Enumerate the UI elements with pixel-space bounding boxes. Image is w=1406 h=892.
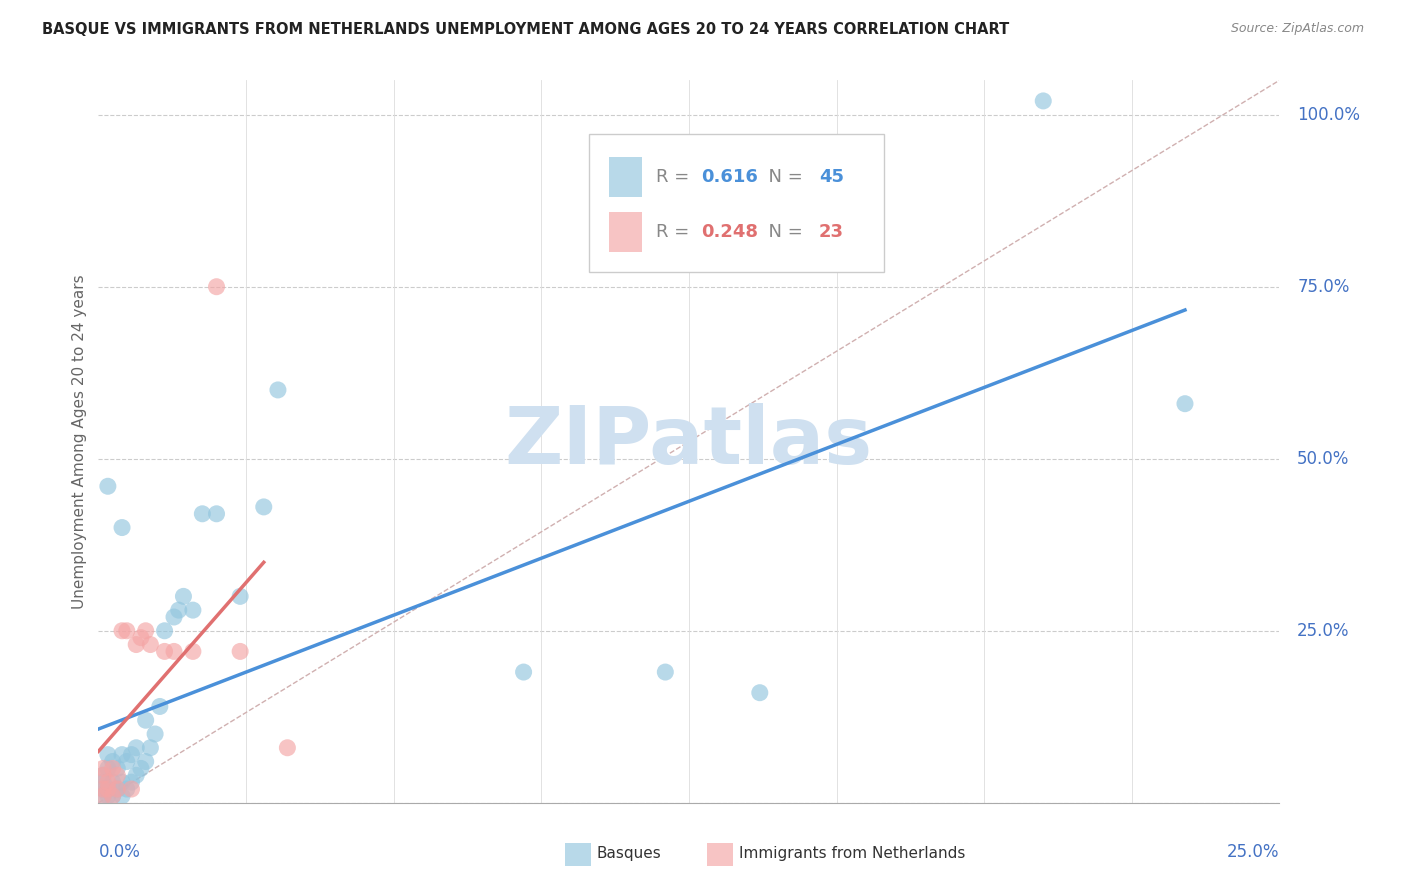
Point <box>91 789 114 803</box>
Point <box>253 500 276 514</box>
Point <box>101 775 124 789</box>
Bar <box>565 843 591 866</box>
Point <box>97 761 120 775</box>
Point <box>111 775 134 789</box>
Point <box>111 624 134 638</box>
Point <box>101 761 124 775</box>
Text: ZIPatlas: ZIPatlas <box>505 402 873 481</box>
Point <box>111 747 134 762</box>
Text: 50.0%: 50.0% <box>1298 450 1350 467</box>
Point <box>105 782 128 797</box>
Point <box>115 755 138 769</box>
Point <box>276 740 298 755</box>
Text: R =: R = <box>655 168 695 186</box>
Point <box>91 761 114 775</box>
Point <box>101 755 124 769</box>
Point <box>512 665 534 679</box>
Point <box>181 603 204 617</box>
Point <box>91 775 114 789</box>
Text: 23: 23 <box>818 223 844 241</box>
Point <box>229 644 252 658</box>
Point <box>111 789 134 803</box>
Point <box>97 747 120 762</box>
Text: BASQUE VS IMMIGRANTS FROM NETHERLANDS UNEMPLOYMENT AMONG AGES 20 TO 24 YEARS COR: BASQUE VS IMMIGRANTS FROM NETHERLANDS UN… <box>42 22 1010 37</box>
Point <box>91 782 114 797</box>
Point <box>115 624 138 638</box>
Text: 25.0%: 25.0% <box>1298 622 1350 640</box>
Point <box>139 740 162 755</box>
Point <box>139 638 162 652</box>
Point <box>97 782 120 797</box>
Text: Source: ZipAtlas.com: Source: ZipAtlas.com <box>1230 22 1364 36</box>
Point <box>101 789 124 803</box>
Point <box>97 789 120 803</box>
Point <box>135 624 157 638</box>
Point <box>121 775 143 789</box>
Point <box>125 638 148 652</box>
Point <box>267 383 290 397</box>
Text: N =: N = <box>758 168 808 186</box>
Point <box>129 631 152 645</box>
Point <box>121 747 143 762</box>
Text: N =: N = <box>758 223 808 241</box>
Point <box>105 782 128 797</box>
Point <box>101 789 124 803</box>
Point <box>91 789 114 803</box>
Point <box>149 699 172 714</box>
Text: 100.0%: 100.0% <box>1298 105 1360 124</box>
Bar <box>707 843 733 866</box>
Point <box>172 590 194 604</box>
Y-axis label: Unemployment Among Ages 20 to 24 years: Unemployment Among Ages 20 to 24 years <box>72 274 87 609</box>
Bar <box>609 212 641 252</box>
Point <box>748 686 770 700</box>
Point <box>129 761 152 775</box>
Text: Immigrants from Netherlands: Immigrants from Netherlands <box>738 846 965 861</box>
Point <box>181 644 204 658</box>
FancyBboxPatch shape <box>589 135 884 272</box>
Point <box>163 644 186 658</box>
Text: 75.0%: 75.0% <box>1298 277 1350 296</box>
Point <box>91 768 114 782</box>
Text: 0.0%: 0.0% <box>98 843 141 861</box>
Point <box>91 768 114 782</box>
Bar <box>609 157 641 197</box>
Point <box>115 782 138 797</box>
Point <box>135 713 157 727</box>
Point <box>167 603 190 617</box>
Point <box>153 624 176 638</box>
Point <box>205 507 228 521</box>
Point <box>91 782 114 797</box>
Point <box>97 479 120 493</box>
Point <box>125 768 148 782</box>
Point <box>121 782 143 797</box>
Point <box>654 665 676 679</box>
Point <box>229 590 252 604</box>
Point <box>135 755 157 769</box>
Point <box>125 740 148 755</box>
Point <box>163 610 186 624</box>
Point <box>97 782 120 797</box>
Text: 25.0%: 25.0% <box>1227 843 1279 861</box>
Text: R =: R = <box>655 223 695 241</box>
Point <box>143 727 166 741</box>
Point <box>105 761 128 775</box>
Text: 0.248: 0.248 <box>700 223 758 241</box>
Point <box>153 644 176 658</box>
Point <box>1174 397 1197 411</box>
Point <box>97 775 120 789</box>
Text: 45: 45 <box>818 168 844 186</box>
Point <box>1032 94 1054 108</box>
Point <box>191 507 214 521</box>
Text: Basques: Basques <box>596 846 662 861</box>
Point <box>205 279 228 293</box>
Point <box>105 768 128 782</box>
Point <box>111 520 134 534</box>
Text: 0.616: 0.616 <box>700 168 758 186</box>
